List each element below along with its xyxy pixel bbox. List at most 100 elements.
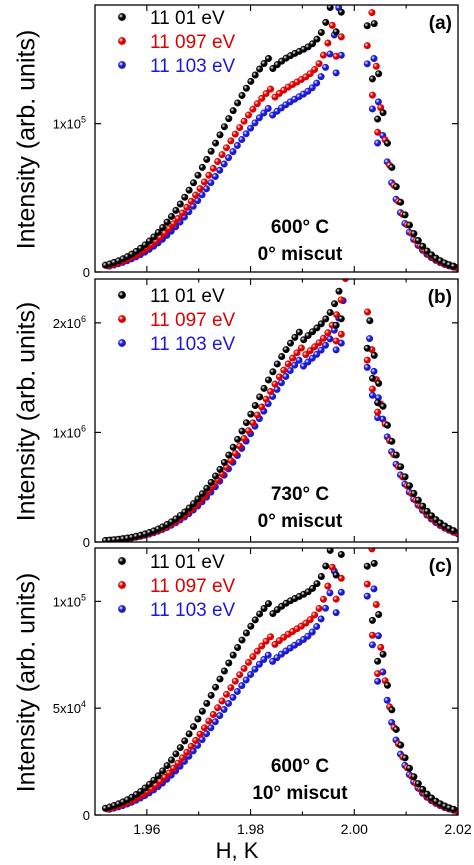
data-point [258, 642, 266, 650]
data-point [315, 604, 323, 612]
data-point [251, 665, 259, 673]
condition-annotation: 0° miscut [258, 511, 343, 532]
data-point [311, 65, 319, 73]
data-point [333, 311, 341, 319]
data-point [172, 206, 180, 214]
legend-marker [118, 339, 126, 347]
data-point [163, 762, 171, 770]
data-point [185, 504, 193, 512]
data-point [370, 351, 378, 359]
y-tick-label: 5x104 [53, 699, 86, 716]
data-point [370, 559, 378, 567]
data-point [202, 185, 210, 193]
data-point [363, 344, 371, 352]
data-point [322, 18, 330, 26]
data-point [363, 356, 371, 364]
data-point [260, 384, 268, 392]
data-point [313, 350, 321, 358]
data-point [242, 419, 250, 427]
data-point [181, 508, 189, 516]
panel-b: 0 1x106 2x106 (b) 11 01 eV 11 097 eV 11 103 eV… [53, 278, 459, 550]
legend-label: 11 103 eV [150, 56, 236, 77]
data-point [172, 750, 180, 758]
data-point [196, 730, 204, 738]
data-point [375, 70, 383, 78]
data-point [216, 712, 224, 720]
condition-annotation: 730° C [271, 484, 330, 505]
data-point [282, 346, 290, 354]
data-point [205, 717, 213, 725]
data-point [220, 706, 228, 714]
data-point [198, 191, 206, 199]
data-point [267, 85, 275, 93]
data-point [337, 8, 345, 16]
data-point [313, 623, 321, 631]
data-point [170, 220, 178, 228]
y-tick-label: 0 [83, 535, 90, 550]
data-point [216, 465, 224, 473]
data-point [229, 693, 237, 701]
data-point [216, 131, 224, 139]
data-point [374, 657, 382, 665]
data-point [374, 408, 382, 416]
y-tick-exponent: 4 [81, 699, 86, 709]
data-point [267, 387, 275, 395]
data-point [306, 70, 314, 78]
data-point [227, 137, 235, 145]
data-point [220, 458, 228, 466]
data-point [368, 631, 376, 639]
legend-label: 11 01 eV [150, 8, 225, 29]
data-point [249, 419, 257, 427]
data-point [212, 472, 220, 480]
data-point [245, 111, 253, 119]
legend-label: 11 103 eV [150, 600, 236, 621]
plot-frame [94, 4, 459, 273]
data-point [332, 52, 340, 60]
data-point [211, 718, 219, 726]
data-point [332, 321, 340, 329]
x-tick-label: 2.02 [444, 821, 471, 837]
data-point [317, 73, 325, 81]
data-point [247, 670, 255, 678]
data-point [209, 164, 217, 172]
data-point [238, 427, 246, 435]
data-point [319, 334, 327, 342]
data-point [163, 218, 171, 226]
data-point [324, 329, 332, 337]
data-point [247, 622, 255, 630]
data-point [306, 616, 314, 624]
data-point [414, 496, 422, 504]
data-point [185, 186, 193, 194]
data-point [190, 723, 198, 731]
data-point [374, 677, 382, 685]
data-point [313, 79, 321, 87]
data-point [306, 347, 314, 355]
data-point [374, 670, 382, 678]
data-point [317, 615, 325, 623]
data-point [331, 300, 339, 308]
data-point [401, 211, 409, 219]
data-point [229, 443, 237, 451]
y-tick-label: 0 [83, 265, 90, 280]
legend-marker [118, 315, 126, 323]
panel-a: 0 1x105 (a) 11 01 eV 11 097 eV 11 103 eV 600° … [53, 4, 459, 280]
data-point [315, 339, 323, 347]
data-point [251, 119, 259, 127]
data-point [176, 200, 184, 208]
condition-annotation: 600° C [271, 756, 330, 777]
data-point [234, 435, 242, 443]
data-point [161, 773, 169, 781]
data-point [368, 91, 376, 99]
data-point [315, 60, 323, 68]
data-point [313, 324, 321, 332]
data-point [410, 773, 418, 781]
data-point [240, 117, 248, 125]
data-point [304, 332, 312, 340]
data-point [216, 166, 224, 174]
legend-marker [118, 37, 126, 45]
data-point [209, 710, 217, 718]
data-point [308, 354, 316, 362]
data-point [242, 629, 250, 637]
data-point [190, 179, 198, 187]
data-point [304, 358, 312, 366]
